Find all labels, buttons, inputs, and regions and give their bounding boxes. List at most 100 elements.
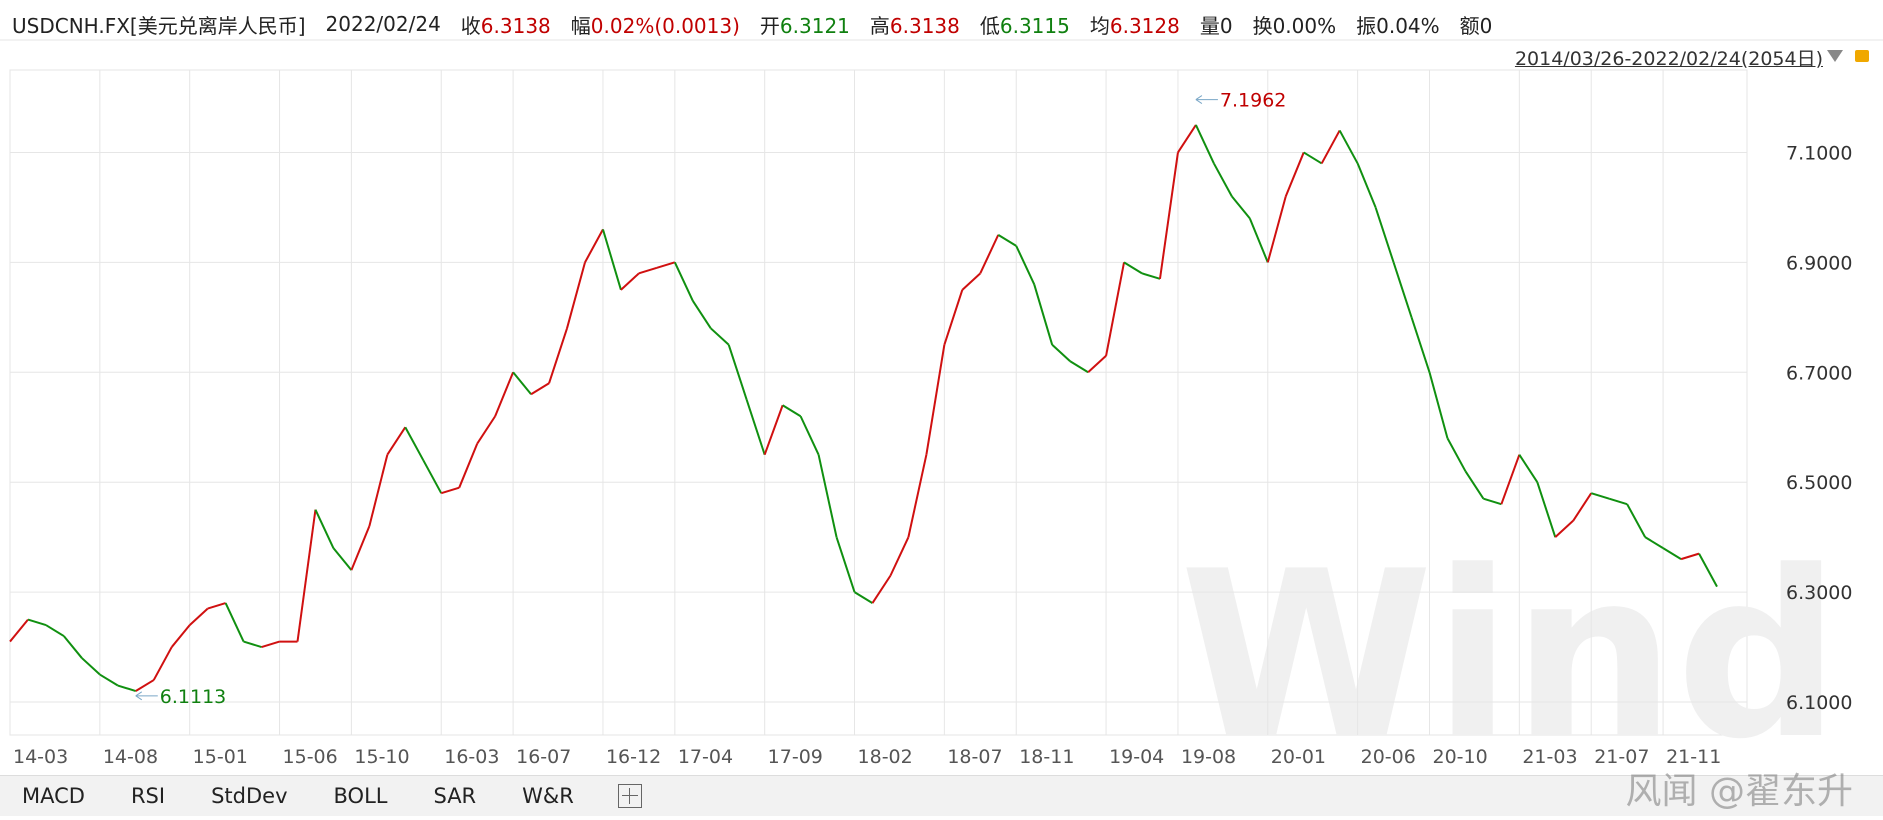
price-segment	[1158, 152, 1179, 279]
x-tick-label: 18-02	[858, 746, 913, 768]
price-segment	[1590, 492, 1610, 500]
tab[interactable]: RSI	[130, 784, 166, 808]
price-segment	[422, 459, 443, 494]
x-tick-label: 16-03	[444, 746, 499, 768]
x-tick-label: 17-04	[678, 746, 733, 768]
tab[interactable]: SAR	[433, 784, 477, 808]
tab[interactable]: StdDev	[211, 784, 288, 808]
item-value: 6.3138	[480, 13, 551, 38]
price-segment	[1518, 454, 1539, 483]
price-segment	[1141, 272, 1161, 280]
x-tick-label: 16-07	[516, 746, 571, 768]
price-segment	[1374, 207, 1395, 263]
price-segment	[1303, 151, 1323, 165]
price-segment	[207, 602, 226, 610]
price-segment	[745, 399, 766, 456]
price-segment	[1554, 519, 1574, 538]
item-label: 开	[759, 13, 780, 38]
price-segment	[799, 415, 820, 456]
x-tick-label: 20-01	[1271, 746, 1326, 768]
price-segment	[979, 234, 1000, 274]
item-value: 0.04%	[1376, 13, 1440, 38]
item-label: 换	[1252, 13, 1273, 38]
lock-icon[interactable]	[1855, 50, 1869, 62]
x-tick-label: 21-07	[1594, 746, 1649, 768]
price-segment	[1069, 360, 1089, 374]
header-item: 收6.3138	[461, 10, 551, 39]
price-segment	[512, 371, 532, 395]
price-segment	[782, 404, 802, 418]
price-segment	[1698, 553, 1718, 588]
indicator-tabs: MACD RSI StdDev BOLL SAR W&R	[0, 775, 1883, 816]
item-value: 6.3121	[779, 13, 850, 38]
x-tick-label: 18-11	[1019, 746, 1074, 768]
price-segment	[763, 404, 784, 456]
price-segment	[925, 344, 946, 455]
price-segment	[1177, 124, 1197, 153]
add-tab-button[interactable]	[617, 784, 642, 808]
x-tick-label: 14-08	[103, 746, 158, 768]
item-value: 0.00%	[1272, 13, 1337, 38]
price-segment	[817, 454, 838, 538]
price-segment	[1572, 492, 1593, 522]
price-segment	[63, 635, 83, 659]
price-segment	[117, 684, 137, 692]
y-tick-label: 7.1000	[1786, 142, 1852, 164]
item-label: 低	[979, 13, 1000, 38]
x-tick-label: 20-10	[1433, 746, 1488, 768]
price-segment	[1051, 344, 1071, 363]
price-segment	[368, 454, 389, 527]
item-label: 收	[460, 13, 481, 38]
x-tick-label: 19-08	[1181, 746, 1236, 768]
price-segment	[1464, 470, 1485, 500]
price-segment	[170, 624, 191, 648]
price-segment	[1033, 284, 1054, 346]
price-segment	[1428, 372, 1449, 439]
price-segment	[350, 525, 371, 571]
header-item: 振0.04%	[1356, 10, 1440, 39]
price-segment	[9, 618, 29, 643]
price-segment	[1608, 497, 1628, 506]
price-segment	[1123, 261, 1143, 275]
price-segment	[961, 272, 981, 291]
item-value: 0	[1219, 13, 1233, 38]
credit-watermark: 风闻 @翟东升	[1625, 771, 1853, 812]
tab[interactable]: W&R	[522, 784, 574, 808]
price-segment	[1284, 152, 1305, 197]
y-tick-label: 6.7000	[1786, 362, 1852, 384]
tab[interactable]: MACD	[22, 784, 85, 808]
price-segment	[620, 272, 640, 291]
item-label: 额	[1459, 13, 1480, 38]
annotation-arrowhead	[135, 691, 143, 701]
date: 2022/02/24	[325, 12, 441, 36]
price-segment	[458, 443, 479, 489]
watermark: Wind	[1180, 523, 1841, 775]
x-tick-label: 21-03	[1522, 746, 1577, 768]
price-segment	[332, 547, 353, 571]
header-item: 额0	[1460, 10, 1493, 39]
price-segment	[943, 289, 964, 346]
price-segment	[243, 640, 262, 649]
price-segment	[476, 415, 496, 445]
price-segment	[1015, 245, 1036, 285]
price-segment	[1266, 196, 1287, 263]
price-segment	[1105, 262, 1126, 356]
x-tick-label: 15-06	[283, 746, 338, 768]
price-segment	[99, 673, 119, 687]
price-segment	[1195, 124, 1215, 164]
price-segment	[691, 300, 712, 329]
x-tick-label: 17-09	[768, 746, 823, 768]
price-segment	[1410, 317, 1431, 373]
annotation-max: 7.1962	[1220, 90, 1286, 112]
dropdown-arrow[interactable]	[1827, 50, 1843, 62]
x-tick-label: 19-04	[1109, 746, 1164, 768]
price-segment	[1644, 536, 1664, 549]
price-segment	[1356, 163, 1377, 208]
x-tick-label: 20-06	[1361, 746, 1416, 768]
price-segment	[314, 509, 335, 549]
date-range[interactable]: 2014/03/26-2022/02/24(2054日)	[1514, 48, 1823, 70]
item-label: 均	[1089, 13, 1110, 38]
price-segment	[566, 262, 586, 329]
tab[interactable]: BOLL	[333, 784, 388, 808]
price-segment	[1392, 262, 1413, 318]
